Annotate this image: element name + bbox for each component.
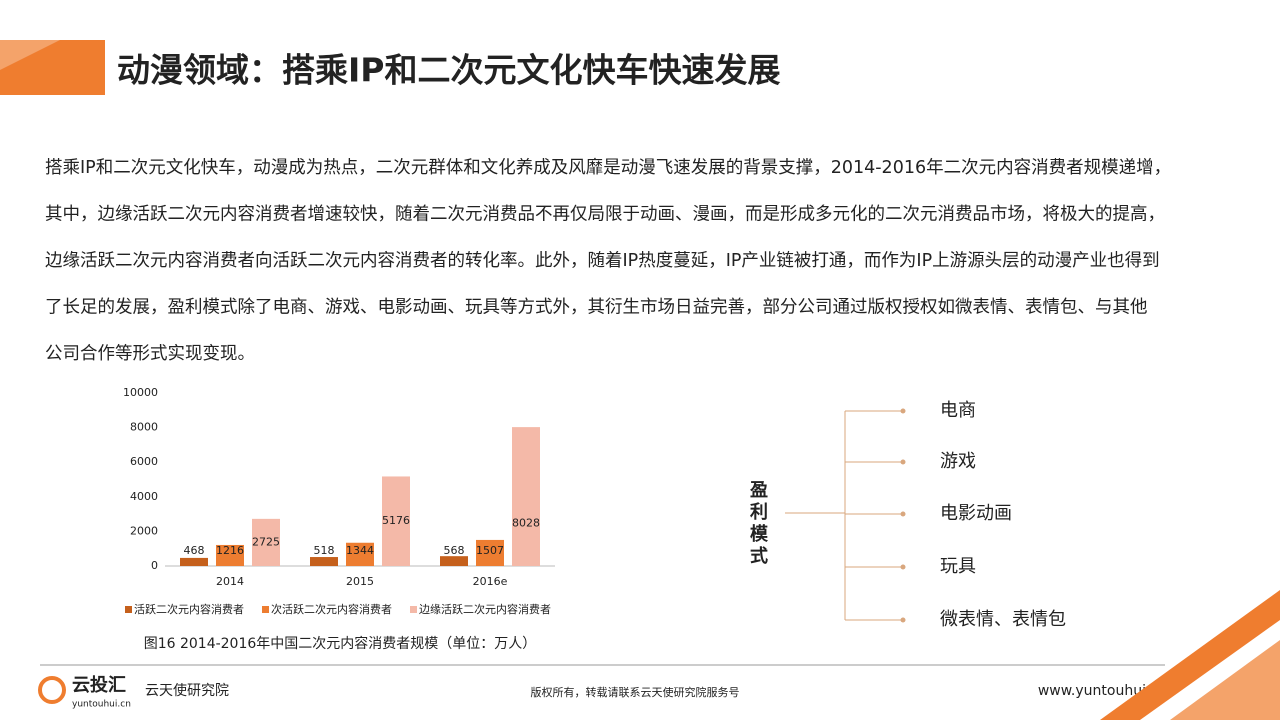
legend-swatch — [410, 606, 417, 613]
diagram-branch: 玩具 — [940, 556, 976, 577]
bar — [180, 557, 208, 566]
legend-swatch — [125, 606, 132, 613]
data-label: 5176 — [382, 514, 410, 527]
bar — [310, 557, 338, 566]
x-tick-label: 2015 — [346, 575, 374, 588]
legend-label: 边缘活跃二次元内容消费者 — [419, 602, 551, 616]
chart-caption: 图16 2014-2016年中国二次元内容消费者规模（单位：万人） — [144, 635, 537, 652]
diagram-branch: 游戏 — [940, 451, 976, 472]
data-label: 1507 — [476, 544, 504, 557]
y-tick-label: 6000 — [130, 455, 158, 468]
data-label: 1216 — [216, 544, 244, 557]
header-accent — [0, 40, 60, 70]
paragraph-line: 搭乘IP和二次元文化快车，动漫成为热点，二次元群体和文化养成及风靡是动漫飞速发展… — [45, 157, 1171, 178]
bar — [476, 539, 504, 566]
data-label: 2725 — [252, 535, 280, 548]
data-label: 568 — [444, 544, 465, 557]
diagram-branch: 电影动画 — [940, 503, 1012, 524]
data-label: 468 — [184, 544, 205, 557]
connector-dot — [900, 408, 906, 414]
data-label: 1344 — [346, 544, 374, 557]
connector-dot — [900, 511, 906, 517]
bar — [512, 427, 540, 566]
bar — [346, 542, 374, 566]
y-tick-label: 4000 — [130, 490, 158, 503]
bar — [382, 476, 410, 566]
bar — [216, 544, 244, 566]
connector-dot — [900, 564, 906, 570]
data-label: 518 — [314, 544, 335, 557]
connector-dot — [900, 617, 906, 623]
paragraph-line: 其中，边缘活跃二次元内容消费者增速较快，随着二次元消费品不再仅局限于动画、漫画，… — [45, 205, 1165, 225]
slide-title: 动漫领域：搭乘IP和二次元文化快车快速发展 — [117, 51, 780, 90]
bar — [440, 556, 468, 566]
data-label: 8028 — [512, 517, 540, 530]
paragraph-line: 公司合作等形式实现变现。 — [45, 344, 255, 364]
x-tick-label: 2014 — [216, 575, 244, 588]
y-tick-label: 0 — [151, 559, 158, 572]
legend-label: 活跃二次元内容消费者 — [134, 602, 244, 616]
paragraph-line: 了长足的发展，盈利模式除了电商、游戏、电影动画、玩具等方式外，其衍生市场日益完善… — [45, 298, 1148, 318]
legend-label: 次活跃二次元内容消费者 — [271, 602, 392, 616]
y-tick-label: 10000 — [123, 386, 158, 399]
diagram-branch: 微表情、表情包 — [940, 609, 1066, 630]
copyright: 版权所有，转载请联系云天使研究院服务号 — [531, 685, 740, 699]
logo-url: yuntouhui.cn — [72, 700, 131, 710]
org: 云天使研究院 — [145, 682, 229, 699]
paragraph-line: 边缘活跃二次元内容消费者向活跃二次元内容消费者的转化率。此外，随着IP热度蔓延，… — [45, 251, 1160, 271]
legend-swatch — [262, 606, 269, 613]
diagram-root: 盈利模式 — [747, 480, 769, 568]
bar — [252, 518, 280, 566]
diagram-branch: 电商 — [940, 400, 976, 421]
x-tick-label: 2016e — [473, 575, 508, 588]
y-tick-label: 8000 — [130, 421, 158, 434]
logo: 云投汇 — [72, 674, 126, 696]
y-tick-label: 2000 — [130, 524, 158, 537]
corner-stripe — [1170, 640, 1280, 720]
logo-icon — [38, 676, 66, 704]
connector-dot — [900, 459, 906, 465]
corner-stripe — [1100, 590, 1280, 720]
